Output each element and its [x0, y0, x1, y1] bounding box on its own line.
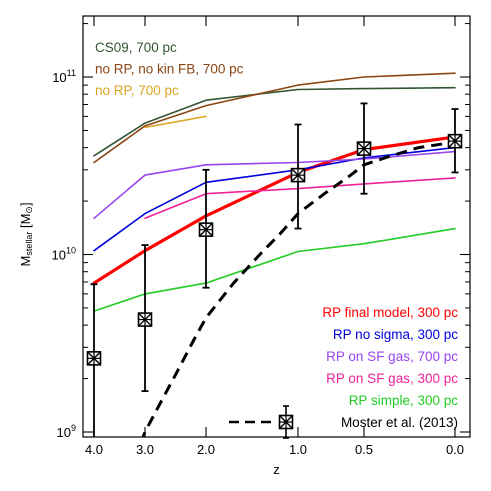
x-tick-label: 3.0 [136, 442, 154, 457]
legend-label-cs09-700-pc: CS09, 700 pc [95, 40, 177, 55]
series-line-no-rp-700-pc [144, 115, 207, 129]
legend-top-left: CS09, 700 pc no RP, no kin FB, 700 pc no R… [95, 40, 244, 98]
x-tick-label: 0.0 [446, 442, 464, 457]
moster-point-2 [198, 222, 214, 237]
y-axis-label-unit-suffix: ] [18, 202, 33, 206]
x-axis-label: z [273, 462, 280, 477]
moster-curve [141, 140, 456, 437]
moster-point-0 [86, 351, 102, 366]
series-line-rp-final-model-300-pc [92, 135, 457, 285]
moster-point-3 [290, 167, 306, 183]
legend-label-no-rp-700-pc: no RP, 700 pc [95, 83, 179, 98]
moster-point-1 [137, 312, 153, 327]
series-layer [92, 72, 457, 312]
x-tick-label: 4.0 [85, 442, 103, 457]
y-axis-label: Mstellar [M⊙] [18, 202, 34, 266]
legend-label-rp-simple-300-pc: RP simple, 300 pc [349, 393, 459, 408]
legend-moster-marker [278, 414, 294, 430]
legend-label-rp-no-sigma-300-pc: RP no sigma, 300 pc [333, 327, 458, 342]
x-tick-label: 0.5 [355, 442, 373, 457]
sun-symbol: ⊙ [24, 206, 34, 214]
legend-label-no-rp-no-kin-fb-700-pc: no RP, no kin FB, 700 pc [95, 62, 244, 77]
tick-layer: 4.0 3.0 2.0 1.0 0.5 0.0 109 1010 1011 [52, 16, 470, 457]
legend-label-moster: Moster et al. (2013) [341, 415, 458, 430]
x-tick-label: 2.0 [197, 442, 215, 457]
legend-bottom-right: RP final model, 300 pc RP no sigma, 300 p… [229, 305, 459, 439]
y-tick-label: 1011 [52, 68, 76, 85]
y-axis-label-main: M [18, 256, 33, 267]
moster-point-4 [356, 141, 372, 156]
y-tick-label: 1010 [52, 246, 76, 263]
y-axis-label-unit-prefix: [M [18, 214, 33, 232]
series-line-rp-simple-300-pc [93, 227, 456, 312]
series-line-no-rp-no-kin-fb-700-pc [93, 72, 456, 164]
legend-label-rp-on-sf-gas-300-pc: RP on SF gas, 300 pc [326, 371, 458, 386]
legend-label-rp-on-sf-gas-700-pc: RP on SF gas, 700 pc [326, 349, 458, 364]
series-line-rp-on-sf-gas-700-pc [93, 150, 456, 220]
x-tick-label: 1.0 [289, 442, 307, 457]
y-axis-label-sub: stellar [24, 232, 34, 256]
legend-label-rp-final-model-300-pc: RP final model, 300 pc [322, 305, 458, 320]
moster-point-5 [447, 133, 463, 149]
series-line-rp-no-sigma-300-pc [93, 146, 456, 252]
moster-layer [86, 102, 463, 437]
y-tick-label: 109 [57, 423, 76, 440]
plot-frame [82, 15, 471, 438]
